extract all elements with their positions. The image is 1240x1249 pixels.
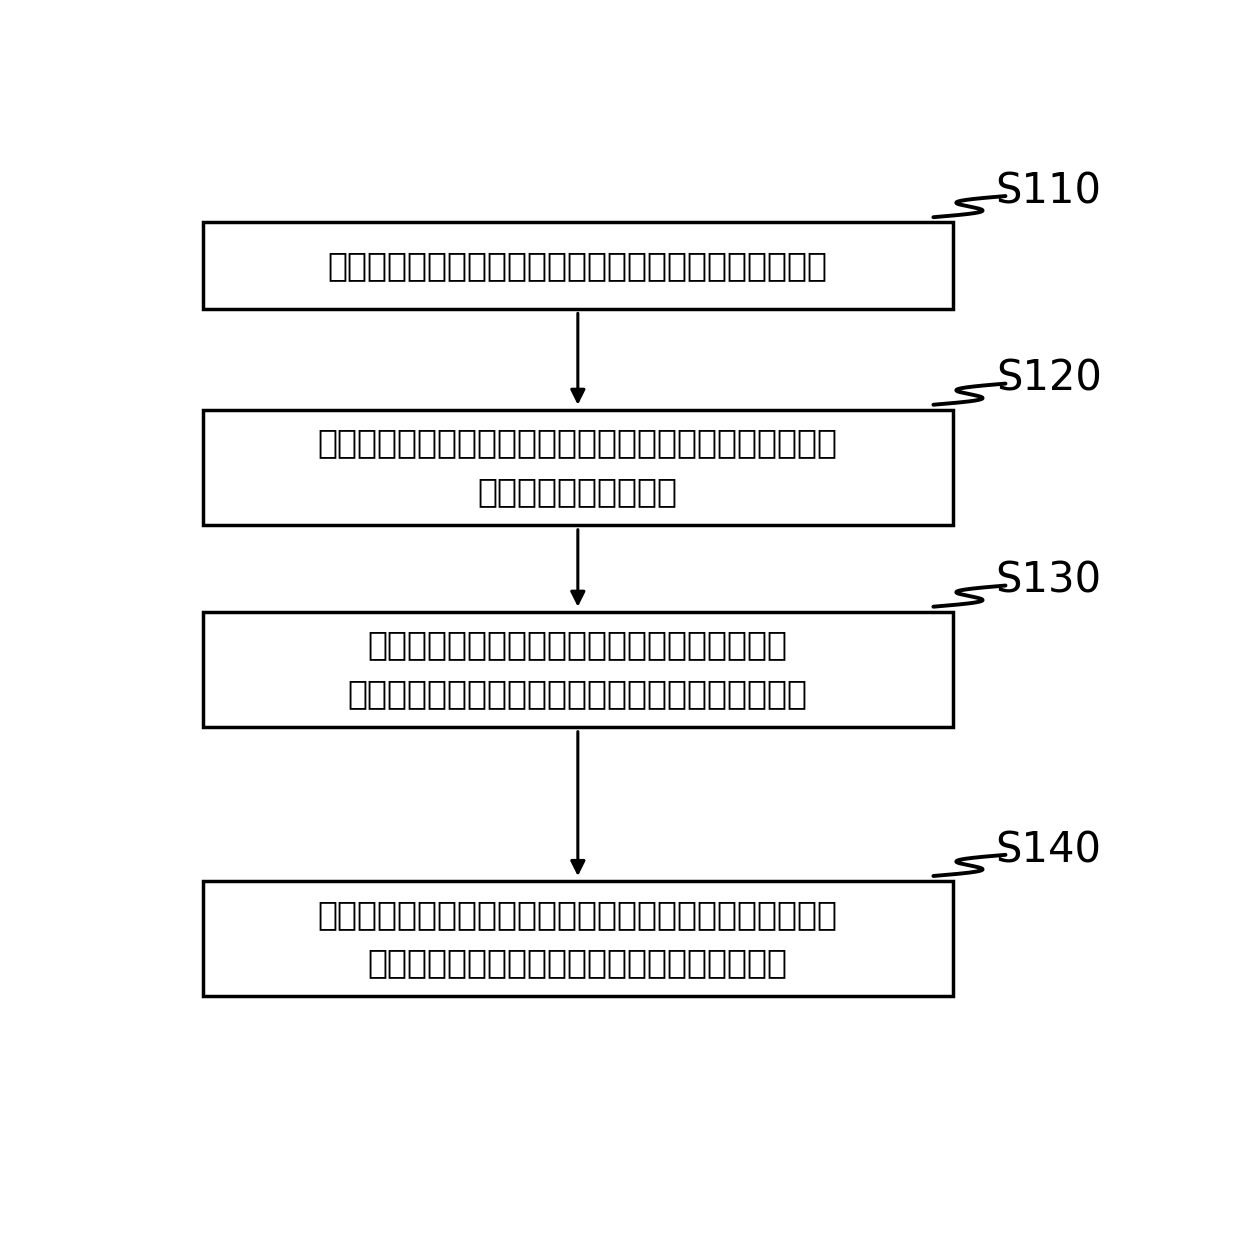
Text: S140: S140 bbox=[996, 829, 1101, 871]
Bar bbox=[203, 222, 952, 309]
Text: S110: S110 bbox=[996, 170, 1101, 212]
Text: 记录地质样品通过反射入射光而形成的地质样品灰度图像: 记录地质样品通过反射入射光而形成的地质样品灰度图像 bbox=[327, 249, 828, 282]
Text: 根据在相同测试条件下的标准的反射率与灰度值
关系，求取地质样品灰度图像中测试区的反射率分布: 根据在相同测试条件下的标准的反射率与灰度值 关系，求取地质样品灰度图像中测试区的… bbox=[348, 628, 807, 709]
Bar bbox=[203, 410, 952, 525]
Bar bbox=[203, 612, 952, 727]
Bar bbox=[203, 881, 952, 997]
Text: S130: S130 bbox=[996, 560, 1102, 602]
Text: 对地质样品灰度图像中存在有机质的测试区进行灰度采集，
获得测试区的灰度分布: 对地质样品灰度图像中存在有机质的测试区进行灰度采集， 获得测试区的灰度分布 bbox=[317, 426, 838, 508]
Text: 根据地质样品灰度图像中测试区的反射率分布求取测试区的
反射率平均值，由此确定测试区的有机质成熟度: 根据地质样品灰度图像中测试区的反射率分布求取测试区的 反射率平均值，由此确定测试… bbox=[317, 898, 838, 979]
Text: S120: S120 bbox=[996, 357, 1101, 400]
